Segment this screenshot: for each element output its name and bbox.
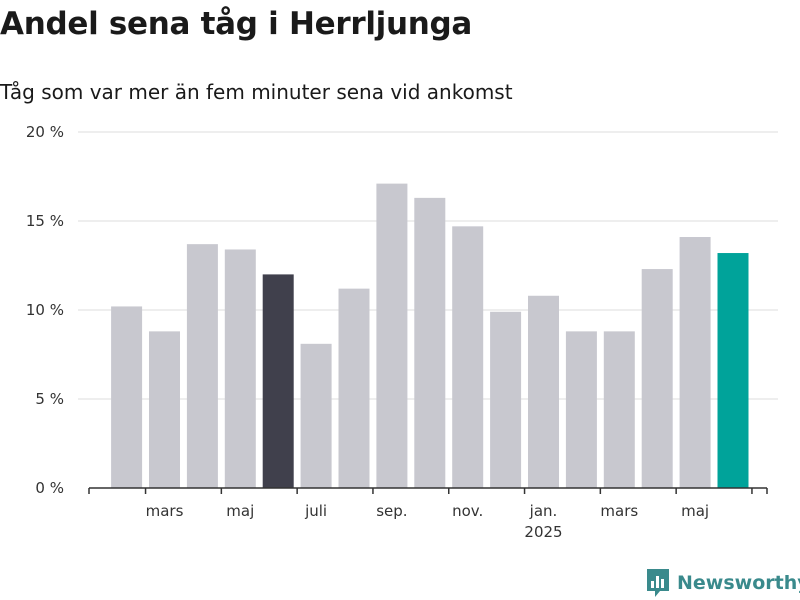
chart-subtitle: Tåg som var mer än fem minuter sena vid … <box>0 80 513 104</box>
brand-logo: Newsworthy <box>645 568 800 598</box>
bar <box>262 274 294 488</box>
x-tick-label: maj <box>681 502 709 520</box>
bar <box>224 249 256 488</box>
bars <box>111 183 749 489</box>
bar <box>452 226 484 488</box>
y-tick-label: 0 % <box>35 479 64 497</box>
bar <box>641 269 673 488</box>
y-tick-label: 5 % <box>35 390 64 408</box>
x-tick-label: jan. <box>529 502 558 520</box>
newsworthy-logo-icon <box>647 569 669 597</box>
bar <box>300 343 332 488</box>
bar <box>679 237 711 488</box>
bar <box>111 306 143 488</box>
x-tick-year-label: 2025 <box>524 523 562 541</box>
x-tick-label: maj <box>226 502 254 520</box>
x-axis: mars maj juli sep. nov. jan. 2025 mars maj <box>88 487 768 541</box>
bar <box>603 331 635 488</box>
bar <box>717 253 749 488</box>
bar <box>414 197 446 489</box>
bar <box>565 331 597 488</box>
bar <box>186 244 218 488</box>
x-tick-label: mars <box>600 502 638 520</box>
bar <box>490 311 522 488</box>
brand-name: Newsworthy <box>677 572 800 594</box>
bar <box>149 331 180 488</box>
x-tick-label: nov. <box>452 502 483 520</box>
y-tick-label: 15 % <box>26 212 64 230</box>
y-tick-label: 20 % <box>26 123 64 141</box>
x-tick-label: sep. <box>376 502 407 520</box>
bar <box>528 295 559 488</box>
bar <box>338 288 370 488</box>
bar <box>376 183 408 488</box>
x-tick-label: mars <box>146 502 184 520</box>
x-tick-label: juli <box>304 502 327 520</box>
y-axis-ticks: 0 % 5 % 10 % 15 % 20 % <box>26 123 64 497</box>
chart-title: Andel sena tåg i Herrljunga <box>0 6 473 42</box>
y-tick-label: 10 % <box>26 301 64 319</box>
